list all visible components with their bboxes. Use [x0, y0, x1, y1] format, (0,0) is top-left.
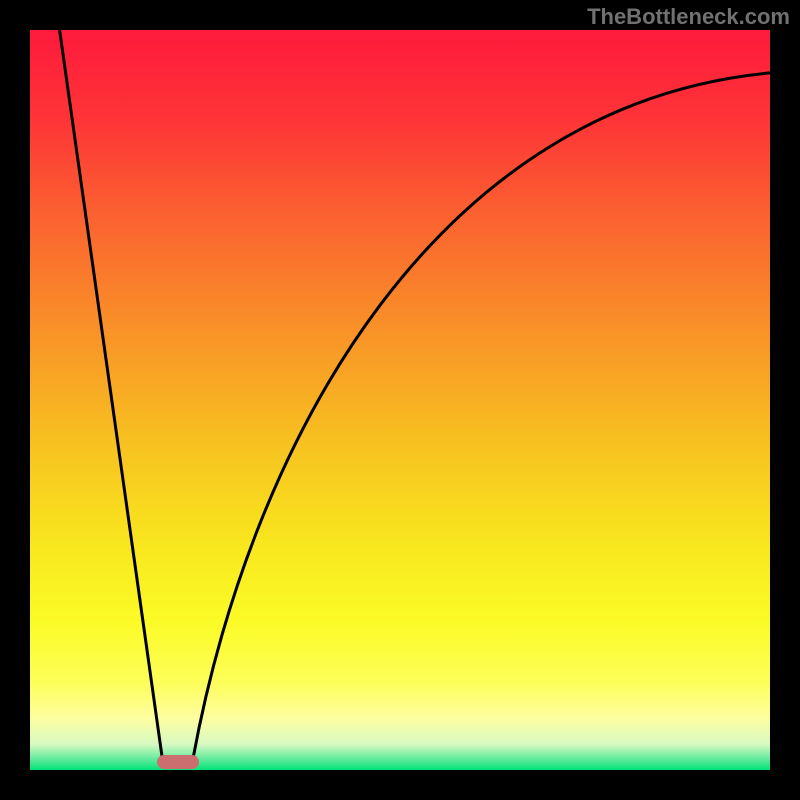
chart-container: TheBottleneck.com: [0, 0, 800, 800]
curve-overlay: [30, 30, 770, 770]
plot-area: [30, 30, 770, 770]
optimal-point-marker: [157, 755, 199, 769]
watermark-text: TheBottleneck.com: [587, 4, 790, 30]
